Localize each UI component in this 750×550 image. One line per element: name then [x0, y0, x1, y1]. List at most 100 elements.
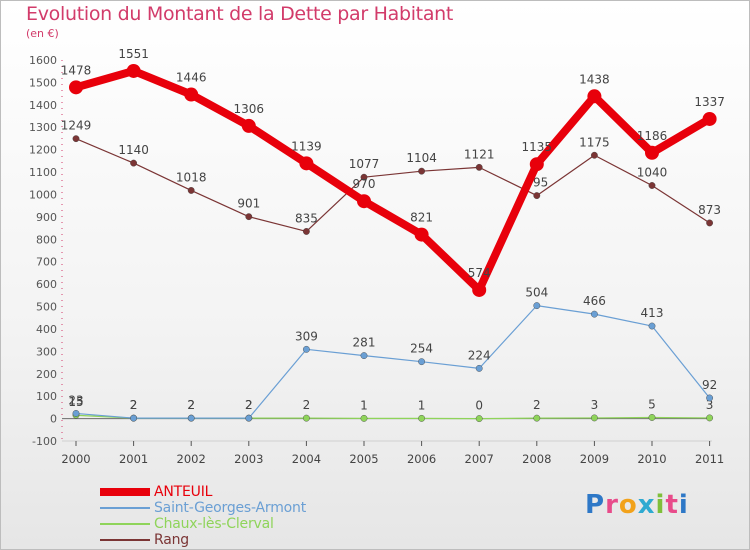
- data-point: [69, 80, 83, 95]
- data-label: 2: [187, 398, 195, 412]
- data-point: [472, 282, 487, 297]
- chart-unit-label: (en €): [26, 27, 59, 40]
- data-label: 2: [130, 398, 138, 412]
- data-point: [418, 167, 425, 175]
- data-point: [130, 414, 138, 422]
- data-label: 504: [525, 286, 548, 300]
- data-point: [587, 89, 602, 104]
- legend-label: Chaux-lès-Clerval: [154, 516, 274, 532]
- data-point: [706, 394, 713, 402]
- series-line-anteuil: [72, 66, 714, 294]
- data-label: 92: [702, 378, 717, 392]
- legend-swatch: [100, 507, 150, 509]
- data-point: [302, 345, 310, 353]
- data-point: [299, 156, 314, 171]
- data-label: 970: [353, 177, 376, 191]
- data-point: [126, 63, 141, 78]
- x-tick-label: 2000: [61, 452, 90, 466]
- data-label: 2: [533, 398, 541, 412]
- y-tick-label: 400: [36, 323, 57, 336]
- data-label: 835: [295, 211, 318, 225]
- y-tick-label: 1100: [29, 166, 57, 179]
- x-tick-label: 2004: [292, 452, 321, 466]
- data-label: 901: [237, 197, 260, 211]
- data-point: [475, 415, 483, 422]
- data-label: 574: [468, 266, 491, 280]
- data-label: 1104: [406, 151, 437, 165]
- data-label: 1: [360, 398, 368, 412]
- data-label: 23: [68, 393, 83, 407]
- data-label: 1438: [579, 72, 610, 86]
- y-tick-label: 900: [36, 211, 57, 224]
- data-label: 1175: [579, 135, 610, 149]
- data-point: [241, 118, 256, 133]
- data-label: 821: [410, 211, 433, 225]
- data-label: 1077: [349, 157, 380, 171]
- x-tick-label: 2009: [580, 452, 609, 466]
- data-label: 2: [130, 398, 138, 412]
- data-label: 1018: [176, 170, 207, 184]
- y-tick-label: 600: [36, 278, 57, 291]
- x-tick-label: 2003: [234, 452, 263, 466]
- data-point: [475, 163, 483, 171]
- y-tick-label: 800: [36, 233, 57, 246]
- y-tick-label: 1500: [29, 76, 57, 89]
- data-label: 0: [475, 399, 483, 413]
- data-point: [645, 145, 659, 160]
- data-label: 281: [353, 336, 376, 350]
- data-label: 413: [641, 306, 664, 320]
- data-point: [187, 187, 195, 194]
- legend-label: ANTEUIL: [154, 484, 213, 500]
- series-line-rang: [75, 138, 711, 233]
- y-tick-label: 0: [50, 413, 57, 426]
- data-point: [648, 414, 656, 421]
- logo-letter: x: [637, 490, 656, 520]
- legend-item-anteuil: ANTEUIL: [100, 484, 360, 500]
- data-label: 254: [410, 342, 433, 356]
- data-point: [357, 194, 371, 209]
- data-point: [418, 414, 425, 422]
- data-label: 15: [68, 395, 83, 409]
- legend-item-chaux-les-clerval: Chaux-lès-Clerval: [100, 516, 360, 532]
- data-label: 1121: [464, 147, 495, 161]
- data-label: 1140: [118, 143, 149, 157]
- data-label: 1551: [118, 47, 149, 61]
- data-label: 224: [468, 348, 491, 362]
- data-point: [245, 414, 253, 422]
- y-tick-label: 1600: [29, 54, 57, 67]
- data-label: 1446: [176, 71, 207, 85]
- x-tick-label: 2001: [119, 452, 148, 466]
- data-label: 1249: [61, 119, 92, 133]
- data-label: 1186: [637, 129, 668, 143]
- data-point: [529, 157, 544, 172]
- y-tick-label: 700: [36, 256, 57, 269]
- y-tick-label: -100: [32, 435, 57, 448]
- logo-letter: r: [605, 490, 619, 520]
- y-tick-label: 200: [36, 368, 57, 381]
- x-tick-label: 2010: [637, 452, 666, 466]
- data-point: [533, 192, 541, 199]
- data-label: 2: [245, 398, 253, 412]
- data-label: 1: [418, 398, 426, 412]
- chart-title: Evolution du Montant de la Dette par Hab…: [26, 3, 454, 25]
- logo-letter: i: [678, 490, 689, 520]
- data-point: [706, 219, 713, 227]
- data-point: [648, 182, 656, 189]
- data-label: 1135: [522, 140, 553, 154]
- data-point: [706, 414, 713, 422]
- legend-swatch: [100, 523, 150, 525]
- data-point: [360, 173, 368, 181]
- chart-legend: ANTEUIL Saint-Georges-Armont Chaux-lès-C…: [100, 484, 360, 548]
- x-tick-label: 2002: [177, 452, 206, 466]
- data-label: 309: [295, 329, 318, 343]
- x-tick-label: 2011: [695, 452, 724, 466]
- data-label: 466: [583, 294, 606, 308]
- y-tick-label: 1000: [29, 188, 57, 201]
- legend-swatch: [100, 488, 150, 496]
- data-label: 873: [698, 203, 721, 217]
- data-point: [360, 352, 368, 360]
- x-tick-label: 2008: [522, 452, 551, 466]
- data-point: [414, 227, 429, 242]
- data-point: [418, 358, 425, 366]
- data-label: 1139: [291, 139, 322, 153]
